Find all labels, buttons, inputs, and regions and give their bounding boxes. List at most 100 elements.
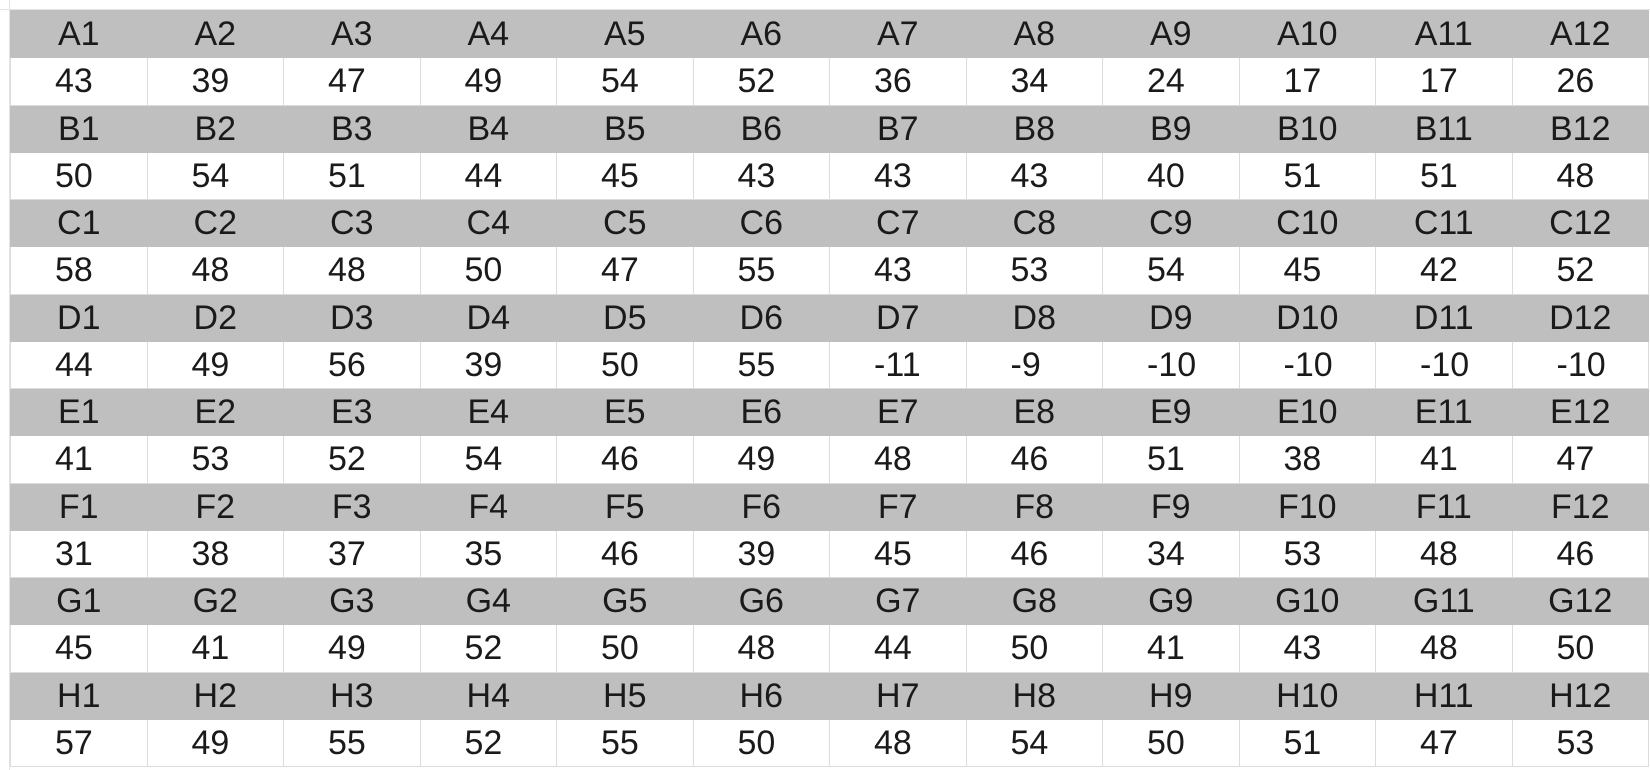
well-label-cell[interactable]: H2 (146, 671, 284, 720)
well-value-cell[interactable]: -11 (829, 340, 967, 390)
well-value-cell[interactable]: 44 (10, 340, 148, 390)
well-value-cell[interactable]: 48 (692, 624, 830, 673)
well-value-cell[interactable]: 51 (1102, 435, 1240, 484)
well-label-cell[interactable]: H3 (283, 671, 421, 720)
well-value-cell[interactable]: 50 (10, 151, 148, 201)
well-label-cell[interactable]: A5 (556, 9, 694, 59)
well-value-cell[interactable]: 47 (283, 57, 421, 106)
well-value-cell[interactable]: 47 (1375, 718, 1513, 768)
well-value-cell[interactable]: 39 (146, 57, 284, 106)
well-value-cell[interactable]: 45 (10, 624, 148, 673)
well-value-cell[interactable]: 37 (283, 529, 421, 579)
well-value-cell[interactable]: 38 (146, 529, 284, 579)
well-value-cell[interactable]: 48 (829, 718, 967, 768)
well-value-cell[interactable]: 56 (283, 340, 421, 390)
well-value-cell[interactable]: 43 (829, 246, 967, 295)
well-label-cell[interactable]: C1 (10, 198, 148, 248)
well-label-cell[interactable]: H11 (1375, 671, 1513, 720)
well-label-cell[interactable]: F8 (965, 482, 1103, 531)
well-value-cell[interactable]: 48 (146, 246, 284, 295)
well-label-cell[interactable]: C10 (1238, 198, 1376, 248)
well-value-cell[interactable]: 55 (283, 718, 421, 768)
well-value-cell[interactable]: 55 (692, 246, 830, 295)
well-value-cell[interactable]: 26 (1511, 57, 1649, 106)
well-value-cell[interactable]: 50 (1511, 624, 1649, 673)
well-value-cell[interactable]: 50 (556, 624, 694, 673)
well-label-cell[interactable]: G3 (283, 576, 421, 626)
well-label-cell[interactable]: B5 (556, 104, 694, 153)
well-label-cell[interactable]: E8 (965, 387, 1103, 437)
well-label-cell[interactable]: H4 (419, 671, 557, 720)
well-label-cell[interactable]: G1 (10, 576, 148, 626)
well-label-cell[interactable]: B8 (965, 104, 1103, 153)
well-value-cell[interactable]: 43 (692, 151, 830, 201)
well-label-cell[interactable]: G5 (556, 576, 694, 626)
well-value-cell[interactable]: 53 (1511, 718, 1649, 768)
well-label-cell[interactable]: E6 (692, 387, 830, 437)
well-label-cell[interactable]: B12 (1511, 104, 1649, 153)
well-value-cell[interactable]: -10 (1238, 340, 1376, 390)
well-value-cell[interactable]: 51 (1238, 151, 1376, 201)
well-value-cell[interactable]: 53 (965, 246, 1103, 295)
well-value-cell[interactable]: -10 (1511, 340, 1649, 390)
well-label-cell[interactable]: F12 (1511, 482, 1649, 531)
well-label-cell[interactable]: C9 (1102, 198, 1240, 248)
well-label-cell[interactable]: F4 (419, 482, 557, 531)
well-label-cell[interactable]: C2 (146, 198, 284, 248)
well-label-cell[interactable]: D5 (556, 293, 694, 342)
well-label-cell[interactable]: G7 (829, 576, 967, 626)
well-value-cell[interactable]: 50 (419, 246, 557, 295)
well-label-cell[interactable]: A11 (1375, 9, 1513, 59)
well-value-cell[interactable]: 44 (419, 151, 557, 201)
well-label-cell[interactable]: A9 (1102, 9, 1240, 59)
well-value-cell[interactable]: 31 (10, 529, 148, 579)
well-label-cell[interactable]: D8 (965, 293, 1103, 342)
well-value-cell[interactable]: 17 (1375, 57, 1513, 106)
well-label-cell[interactable]: H12 (1511, 671, 1649, 720)
well-label-cell[interactable]: B10 (1238, 104, 1376, 153)
well-value-cell[interactable]: 46 (965, 529, 1103, 579)
well-value-cell[interactable]: 55 (692, 340, 830, 390)
well-value-cell[interactable]: 38 (1238, 435, 1376, 484)
well-value-cell[interactable]: 48 (829, 435, 967, 484)
well-value-cell[interactable]: 50 (1102, 718, 1240, 768)
well-label-cell[interactable]: H8 (965, 671, 1103, 720)
well-value-cell[interactable]: 55 (556, 718, 694, 768)
well-value-cell[interactable]: 46 (556, 435, 694, 484)
well-label-cell[interactable]: H10 (1238, 671, 1376, 720)
well-label-cell[interactable]: D10 (1238, 293, 1376, 342)
well-value-cell[interactable]: 43 (829, 151, 967, 201)
well-label-cell[interactable]: F6 (692, 482, 830, 531)
well-label-cell[interactable]: A4 (419, 9, 557, 59)
well-value-cell[interactable]: 49 (283, 624, 421, 673)
well-label-cell[interactable]: G4 (419, 576, 557, 626)
well-label-cell[interactable]: D12 (1511, 293, 1649, 342)
well-value-cell[interactable]: 43 (965, 151, 1103, 201)
well-label-cell[interactable]: B9 (1102, 104, 1240, 153)
well-label-cell[interactable]: B4 (419, 104, 557, 153)
well-label-cell[interactable]: B2 (146, 104, 284, 153)
well-value-cell[interactable]: 52 (283, 435, 421, 484)
well-label-cell[interactable]: G12 (1511, 576, 1649, 626)
well-value-cell[interactable]: 35 (419, 529, 557, 579)
well-label-cell[interactable]: D11 (1375, 293, 1513, 342)
well-label-cell[interactable]: D9 (1102, 293, 1240, 342)
well-label-cell[interactable]: E11 (1375, 387, 1513, 437)
well-value-cell[interactable]: 24 (1102, 57, 1240, 106)
well-label-cell[interactable]: C12 (1511, 198, 1649, 248)
well-value-cell[interactable]: 41 (1102, 624, 1240, 673)
well-label-cell[interactable]: E5 (556, 387, 694, 437)
well-label-cell[interactable]: G2 (146, 576, 284, 626)
well-label-cell[interactable]: B6 (692, 104, 830, 153)
well-value-cell[interactable]: 42 (1375, 246, 1513, 295)
well-label-cell[interactable]: E7 (829, 387, 967, 437)
well-label-cell[interactable]: C4 (419, 198, 557, 248)
well-label-cell[interactable]: F1 (10, 482, 148, 531)
well-value-cell[interactable]: 52 (1511, 246, 1649, 295)
well-label-cell[interactable]: A6 (692, 9, 830, 59)
well-value-cell[interactable]: 54 (419, 435, 557, 484)
well-label-cell[interactable]: H7 (829, 671, 967, 720)
well-value-cell[interactable]: -10 (1102, 340, 1240, 390)
well-value-cell[interactable]: 49 (419, 57, 557, 106)
well-label-cell[interactable]: F10 (1238, 482, 1376, 531)
